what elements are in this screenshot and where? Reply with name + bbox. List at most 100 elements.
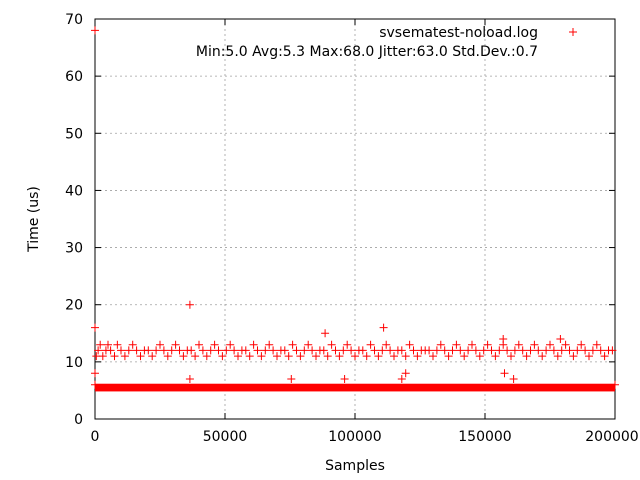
- y-tick-label: 40: [65, 183, 83, 199]
- data-point: [273, 352, 281, 361]
- data-point: [234, 352, 242, 361]
- outlier-point: [556, 335, 565, 343]
- data-point: [581, 346, 590, 355]
- data-point: [600, 352, 609, 361]
- data-point: [425, 346, 434, 355]
- data-point: [198, 346, 207, 355]
- data-point: [448, 346, 457, 355]
- data-point: [553, 352, 562, 361]
- data-point: [378, 346, 387, 355]
- data-point: [148, 352, 157, 361]
- data-point: [343, 340, 352, 349]
- outlier-point: [91, 323, 99, 332]
- data-point: [195, 340, 203, 349]
- data-point: [136, 352, 145, 361]
- data-point: [588, 346, 597, 355]
- outlier-point: [509, 375, 518, 383]
- y-tick-label: 50: [65, 126, 83, 142]
- data-point: [592, 340, 601, 349]
- y-axis-label: Time (us): [26, 186, 42, 253]
- data-point: [479, 346, 488, 355]
- data-point: [460, 352, 469, 361]
- data-point: [339, 346, 348, 355]
- data-point: [117, 346, 125, 355]
- outlier-point: [321, 329, 330, 338]
- data-point: [366, 340, 375, 349]
- data-point: [128, 340, 137, 349]
- data-point: [514, 340, 523, 349]
- data-point: [241, 346, 250, 355]
- data-point: [382, 340, 391, 349]
- data-point: [483, 340, 492, 349]
- data-point: [253, 346, 262, 355]
- data-point: [374, 352, 383, 361]
- data-point: [557, 346, 566, 355]
- data-point: [171, 340, 180, 349]
- x-tick-label: 0: [91, 429, 100, 445]
- data-point: [487, 346, 496, 355]
- data-point: [534, 346, 543, 355]
- data-point: [159, 346, 168, 355]
- data-point: [409, 346, 418, 355]
- x-axis-label: Samples: [325, 458, 385, 474]
- data-point: [405, 340, 414, 349]
- data-point: [397, 346, 406, 355]
- data-point: [413, 352, 422, 361]
- data-point: [585, 352, 593, 361]
- data-point: [214, 346, 223, 355]
- data-point: [456, 346, 465, 355]
- data-point: [323, 352, 332, 361]
- dense-band: [95, 383, 615, 392]
- data-point: [284, 352, 293, 361]
- data-point: [96, 340, 105, 349]
- grid-lines: [95, 19, 615, 419]
- legend-marker-symbol: [569, 28, 577, 36]
- data-point: [124, 346, 133, 355]
- data-point: [347, 346, 356, 355]
- data-point: [573, 346, 582, 355]
- data-point: [210, 340, 219, 349]
- data-point: [120, 352, 129, 361]
- data-point: [596, 346, 605, 355]
- data-point: [362, 352, 371, 361]
- data-point: [106, 346, 115, 355]
- data-point: [370, 346, 379, 355]
- data-point: [429, 352, 437, 361]
- data-point: [312, 352, 320, 361]
- data-point: [464, 346, 473, 355]
- data-point: [308, 346, 317, 355]
- data-point: [218, 352, 227, 361]
- data-point: [300, 346, 309, 355]
- data-point: [491, 352, 500, 361]
- outlier-point: [287, 375, 296, 383]
- data-point: [327, 340, 336, 349]
- x-tick-label: 50000: [203, 429, 248, 445]
- data-point: [331, 346, 340, 355]
- data-point: [510, 346, 519, 355]
- data-point: [335, 352, 344, 361]
- data-points: [91, 26, 619, 392]
- data-point: [187, 346, 196, 355]
- data-point: [113, 340, 122, 349]
- data-point: [110, 352, 119, 361]
- data-point: [522, 352, 531, 361]
- data-point: [249, 340, 258, 349]
- data-point: [390, 352, 398, 361]
- data-point: [401, 352, 410, 361]
- outlier-point: [379, 323, 388, 332]
- data-point: [94, 346, 103, 355]
- data-point: [526, 346, 535, 355]
- data-point: [163, 352, 172, 361]
- data-point: [296, 352, 305, 361]
- data-point: [257, 352, 266, 361]
- legend-entry-label: svsematest-noload.log: [379, 25, 538, 41]
- data-point: [538, 352, 547, 361]
- data-point: [561, 340, 570, 349]
- y-tick-label: 20: [65, 298, 83, 314]
- data-point: [191, 352, 200, 361]
- data-point: [358, 346, 367, 355]
- data-point: [608, 346, 617, 355]
- data-point: [280, 346, 289, 355]
- y-tick-label: 70: [65, 12, 83, 28]
